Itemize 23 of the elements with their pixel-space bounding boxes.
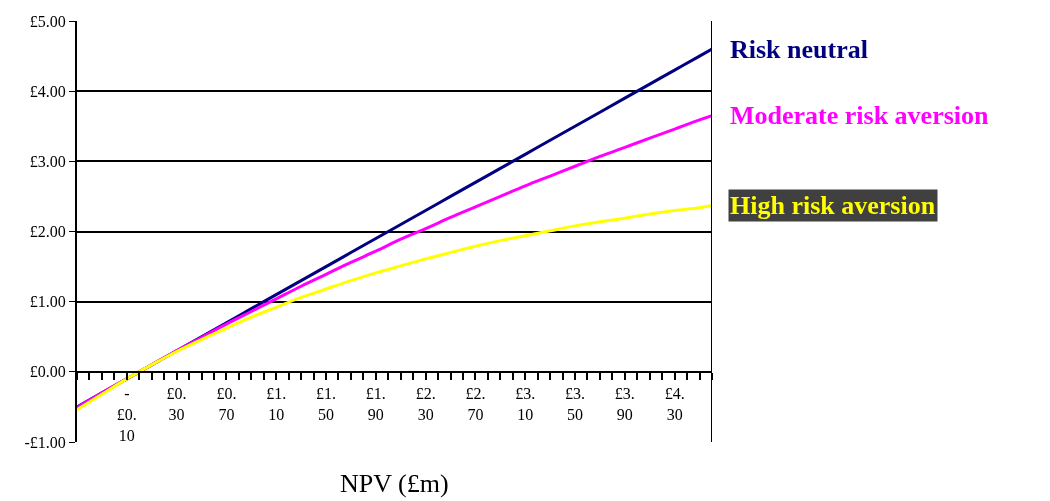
x-tick-label: £3.10 [515, 385, 536, 423]
x-tick-label: £2.70 [465, 385, 486, 423]
y-tick-label: £5.00 [29, 12, 66, 30]
x-tick-label: £1.50 [316, 385, 337, 423]
y-tick-label: -£1.00 [24, 433, 66, 451]
series-label: Risk neutral [730, 35, 868, 64]
y-tick-label: £4.00 [29, 82, 66, 100]
y-tick-label: £2.00 [29, 223, 66, 241]
y-tick-label: £3.00 [29, 152, 66, 170]
x-tick-label: £0.30 [166, 385, 187, 423]
x-tick-label: £1.10 [266, 385, 287, 423]
y-tick-label: £1.00 [29, 293, 66, 311]
series-label: Moderate risk aversion [730, 101, 990, 130]
x-tick-label: -£0.10 [116, 385, 137, 444]
x-tick-label: £1.90 [365, 385, 386, 423]
x-tick-label: £4.30 [664, 385, 685, 423]
x-tick-label: £3.50 [565, 385, 586, 423]
series-label: High risk aversion [730, 191, 936, 220]
x-tick-label: £3.90 [614, 385, 635, 423]
y-tick-label: £0.00 [29, 363, 66, 381]
x-axis-title: NPV (£m) [340, 469, 449, 498]
x-tick-label: £0.70 [216, 385, 237, 423]
x-tick-label: £2.30 [415, 385, 436, 423]
